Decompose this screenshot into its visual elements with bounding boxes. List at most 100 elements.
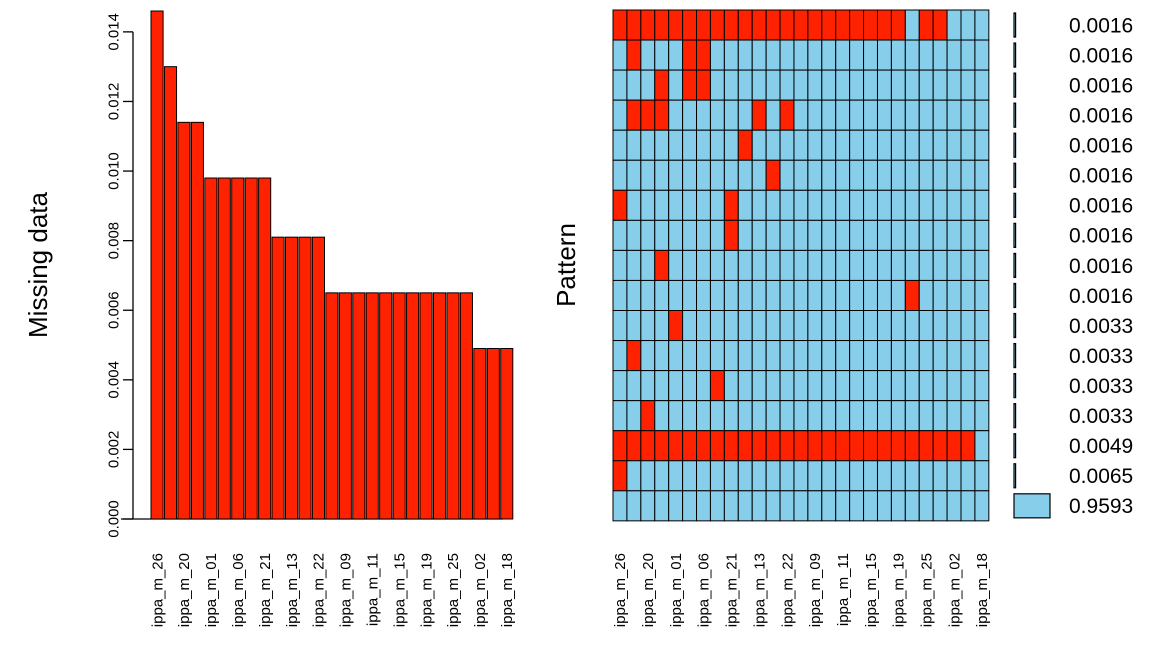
pattern-cell-r15-ippa_m_18-observed — [974, 460, 990, 492]
pattern-cell-r16-ippa_m_21-observed — [723, 490, 739, 522]
pattern-cell-r6-ippa_m_23-observed — [932, 189, 948, 221]
pattern-cell-r7-ippa_m_24-observed — [626, 219, 642, 251]
pattern-cell-r10-ippa_m_23-observed — [932, 310, 948, 342]
pattern-cell-r0-ippa_m_07-missing — [709, 9, 725, 41]
bar-ippa_m_13 — [285, 236, 299, 520]
pattern-cell-r6-ippa_m_12-observed — [737, 189, 753, 221]
pattern-cell-r9-ippa_m_21-observed — [723, 279, 739, 312]
pattern-cell-r3-ippa_m_22-missing — [779, 99, 795, 131]
pattern-cell-r0-ippa_m_25-missing — [918, 9, 934, 41]
pattern-cell-r14-ippa_m_05-missing — [682, 430, 698, 462]
pattern-cell-r13-ippa_m_22-observed — [779, 400, 795, 432]
pattern-cell-r7-ippa_m_12-observed — [737, 219, 753, 251]
bar-ippa_m_23 — [459, 292, 473, 520]
pattern-cell-r5-ippa_m_01-observed — [668, 159, 684, 191]
pattern-cell-r8-ippa_m_11-observed — [835, 249, 851, 281]
pattern-cell-r11-ippa_m_24-missing — [626, 340, 642, 372]
pattern-cell-r9-ippa_m_08-observed — [793, 279, 809, 312]
pattern-proportion-bar — [1013, 12, 1017, 38]
pattern-cell-r15-ippa_m_10-observed — [821, 460, 837, 492]
pattern-cell-r5-ippa_m_15-observed — [863, 159, 878, 191]
pattern-cell-r6-ippa_m_15-observed — [863, 189, 878, 221]
bar-x-tick-label: ippa_m_25 — [445, 553, 462, 627]
pattern-cell-r4-ippa_m_19-observed — [890, 129, 906, 161]
pattern-cell-r0-ippa_m_18-observed — [974, 9, 990, 41]
bar-y-tick-label: 0.002 — [105, 431, 122, 469]
pattern-cell-r2-ippa_m_19-observed — [890, 69, 906, 101]
pattern-cell-r5-ippa_m_22-observed — [779, 159, 795, 191]
pattern-cell-r11-ippa_m_23-observed — [932, 340, 948, 372]
pattern-proportion-label: 0.9593 — [1069, 495, 1133, 518]
pattern-cell-r11-ippa_m_17-observed — [876, 340, 892, 372]
bar-x-tick-label: ippa_m_18 — [499, 553, 516, 627]
pattern-proportion-bar — [1013, 42, 1017, 68]
pattern-cell-r14-ippa_m_24-missing — [626, 430, 642, 462]
pattern-proportion-bar — [1013, 252, 1017, 279]
pattern-cell-r0-ippa_m_05-missing — [682, 9, 698, 41]
pattern-cell-r5-ippa_m_02-observed — [946, 159, 962, 191]
pattern-cell-r13-ippa_m_04-observed — [849, 400, 865, 432]
pattern-cell-r2-ippa_m_14-observed — [765, 69, 781, 101]
pattern-cell-r7-ippa_m_05-observed — [682, 219, 698, 251]
pattern-cell-r8-ippa_m_08-observed — [793, 249, 809, 281]
pattern-cell-r5-ippa_m_26-observed — [612, 159, 628, 191]
pattern-cell-r5-ippa_m_17-observed — [876, 159, 892, 191]
pattern-cell-r12-ippa_m_12-observed — [737, 370, 753, 402]
pattern-proportion-bar — [1013, 102, 1017, 128]
pattern-cell-r9-ippa_m_23-observed — [932, 279, 948, 312]
pattern-cell-r3-ippa_m_18-observed — [974, 99, 990, 131]
pattern-cell-r2-ippa_m_23-observed — [932, 69, 948, 101]
pattern-cell-r16-ippa_m_09-observed — [807, 490, 823, 522]
pattern-cell-r2-ippa_m_21-observed — [723, 69, 739, 101]
pattern-cell-r2-ippa_m_02-observed — [946, 69, 962, 101]
bar-x-tick-label: ippa_m_06 — [230, 553, 247, 627]
pattern-cell-r16-ippa_m_13-observed — [751, 490, 767, 522]
pattern-cell-r14-ippa_m_01-missing — [668, 430, 684, 462]
bar-ippa_m_02 — [473, 348, 487, 520]
pattern-cell-r16-ippa_m_18-observed — [974, 490, 990, 522]
bar-ippa_m_04 — [379, 292, 393, 520]
pattern-cell-r5-ippa_m_27-observed — [960, 159, 976, 191]
pattern-cell-r9-ippa_m_10-observed — [821, 279, 837, 312]
pattern-cell-r8-ippa_m_14-observed — [765, 249, 781, 281]
pattern-cell-r8-ippa_m_06-observed — [696, 249, 711, 281]
bar-ippa_m_25 — [446, 292, 460, 520]
pattern-cell-r2-ippa_m_26-observed — [612, 69, 628, 101]
pattern-cell-r3-ippa_m_24-missing — [626, 99, 642, 131]
pattern-cell-r4-ippa_m_07-observed — [709, 129, 725, 161]
pattern-cell-r12-ippa_m_10-observed — [821, 370, 837, 402]
bar-x-tick-label: ippa_m_22 — [311, 553, 328, 627]
pattern-cell-r9-ippa_m_19-observed — [890, 279, 906, 312]
pattern-cell-r1-ippa_m_03-observed — [654, 39, 670, 71]
pattern-cell-r14-ippa_m_07-missing — [709, 430, 725, 462]
pattern-cell-r6-ippa_m_17-observed — [876, 189, 892, 221]
pattern-cell-r5-ippa_m_07-observed — [709, 159, 725, 191]
pattern-cell-r1-ippa_m_25-observed — [918, 39, 934, 71]
pattern-cell-r13-ippa_m_26-observed — [612, 400, 628, 432]
pattern-cell-r3-ippa_m_02-observed — [946, 99, 962, 131]
pattern-proportion-bar — [1013, 162, 1017, 188]
pattern-cell-r0-ippa_m_17-missing — [876, 9, 892, 41]
pattern-cell-r12-ippa_m_26-observed — [612, 370, 628, 402]
pattern-cell-r5-ippa_m_18-observed — [974, 159, 990, 191]
pattern-cell-r1-ippa_m_15-observed — [863, 39, 878, 71]
pattern-cell-r1-ippa_m_21-observed — [723, 39, 739, 71]
pattern-cell-r7-ippa_m_10-observed — [821, 219, 837, 251]
pattern-cell-r12-ippa_m_17-observed — [876, 370, 892, 402]
pattern-cell-r4-ippa_m_12-missing — [737, 129, 753, 161]
pattern-cell-r1-ippa_m_26-observed — [612, 39, 628, 71]
pattern-cell-r0-ippa_m_03-missing — [654, 9, 670, 41]
pattern-cell-r0-ippa_m_22-missing — [779, 9, 795, 41]
pattern-cell-r10-ippa_m_06-observed — [696, 310, 711, 342]
bar-y-tick-label: 0.010 — [105, 152, 122, 190]
pattern-cell-r10-ippa_m_03-observed — [654, 310, 670, 342]
pattern-proportion-bar — [1013, 373, 1017, 399]
pattern-cell-r4-ippa_m_06-observed — [696, 129, 711, 161]
heatmap-x-tick-label: ippa_m_20 — [640, 553, 657, 627]
pattern-cell-r3-ippa_m_04-observed — [849, 99, 865, 131]
pattern-cell-r15-ippa_m_25-observed — [918, 460, 934, 492]
pattern-cell-r2-ippa_m_03-missing — [654, 69, 670, 101]
pattern-cell-r10-ippa_m_21-observed — [723, 310, 739, 342]
pattern-cell-r0-ippa_m_15-missing — [863, 9, 878, 41]
pattern-cell-r11-ippa_m_26-observed — [612, 340, 628, 372]
